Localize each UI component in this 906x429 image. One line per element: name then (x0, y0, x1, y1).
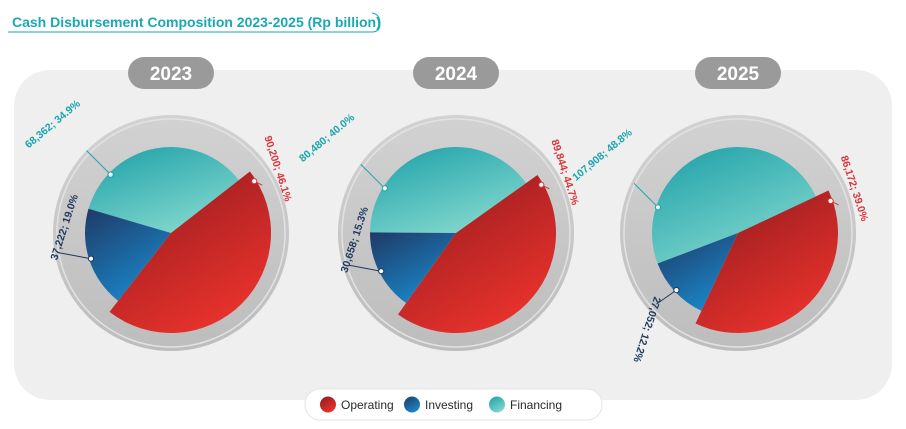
legend-label-investing: Investing (425, 398, 473, 412)
year-badge-2024 (413, 57, 499, 89)
legend-label-operating: Operating (341, 398, 394, 412)
slice-operating-2025 (695, 190, 838, 333)
year-label-2024: 2024 (435, 64, 478, 85)
leader-line-financing-2024 (360, 164, 386, 189)
leader-dot-financing-2024 (381, 185, 388, 192)
title-underline (8, 12, 381, 33)
leader-line-investing-2023 (58, 252, 92, 260)
slice-financing-2024 (370, 147, 527, 233)
leader-dot-financing-2023 (107, 171, 114, 178)
year-badge-2023 (128, 57, 214, 89)
leader-line-financing-2023 (86, 150, 111, 175)
leader-line-financing-2025 (633, 182, 659, 208)
slice-financing-2023 (88, 146, 239, 233)
legend: Operating Investing Financing (304, 388, 603, 421)
outer-ring-highlight (341, 118, 571, 348)
leader-line-investing-2025 (656, 289, 677, 305)
leader-dot-operating-2023 (251, 178, 258, 185)
leader-dot-investing-2024 (378, 268, 385, 275)
legend-label-financing: Financing (510, 398, 562, 412)
leader-dot-operating-2025 (827, 197, 834, 204)
year-label-2023: 2023 (150, 64, 192, 85)
outer-ring-highlight (56, 118, 286, 348)
slice-financing-2025 (651, 146, 816, 264)
legend-swatch-investing (404, 396, 420, 413)
slice-investing-2023 (85, 208, 171, 301)
leader-dot-operating-2024 (538, 181, 545, 188)
year-badge-2025 (695, 57, 781, 89)
legend-swatch-financing (489, 396, 505, 413)
year-label-2025: 2025 (717, 64, 760, 85)
legend-item-operating: Operating (320, 396, 394, 413)
leader-dot-investing-2023 (87, 255, 95, 262)
slice-operating-2023 (109, 171, 272, 334)
slice-investing-2024 (369, 232, 456, 304)
leader-line-investing-2024 (349, 264, 382, 272)
legend-box (304, 388, 603, 421)
chart-title-group: Cash Disbursement Composition 2023-2025 … (8, 12, 381, 33)
outer-ring-highlight (623, 118, 853, 348)
leader-dot-financing-2025 (654, 204, 662, 211)
legend-item-investing: Investing (404, 396, 473, 413)
legend-swatch-operating (320, 396, 336, 413)
legend-item-financing: Financing (489, 396, 562, 413)
chart-title: Cash Disbursement Composition 2023-2025 … (12, 14, 381, 30)
leader-dot-investing-2025 (673, 287, 680, 294)
slice-operating-2024 (397, 174, 557, 334)
